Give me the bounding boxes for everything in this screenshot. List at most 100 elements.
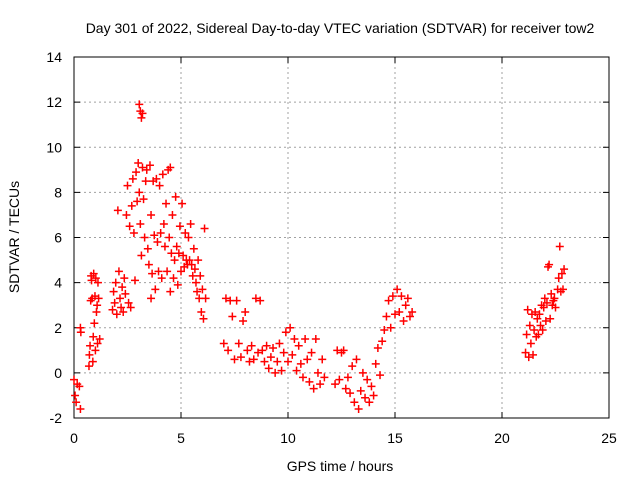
data-point: [134, 159, 143, 168]
data-point: [346, 389, 355, 398]
data-point: [153, 238, 162, 247]
data-point: [112, 310, 121, 319]
data-point: [129, 228, 138, 237]
x-axis-label: GPS time / hours: [287, 458, 394, 474]
data-point: [181, 228, 190, 237]
data-point: [339, 346, 348, 355]
data-point: [313, 368, 322, 377]
data-point: [194, 256, 203, 265]
data-point: [245, 357, 254, 366]
data-point: [523, 305, 532, 314]
data-point: [540, 294, 549, 303]
data-point: [91, 274, 100, 283]
data-point: [75, 382, 84, 391]
data-point: [393, 285, 402, 294]
data-point: [521, 348, 530, 357]
data-point: [361, 393, 370, 402]
data-point: [363, 375, 372, 384]
data-point: [132, 168, 141, 177]
data-point: [142, 165, 151, 174]
data-point: [534, 330, 543, 339]
data-point: [309, 384, 318, 393]
data-point: [230, 355, 239, 364]
data-point: [143, 244, 152, 253]
data-point: [307, 348, 316, 357]
data-point: [343, 373, 352, 382]
data-point: [200, 224, 209, 233]
data-point: [118, 283, 127, 292]
data-point: [199, 314, 208, 323]
y-axis-label: SDTVAR / TECUs: [6, 181, 22, 293]
data-point: [294, 341, 303, 350]
data-point: [292, 366, 301, 375]
data-point: [127, 201, 136, 210]
data-point: [126, 303, 135, 312]
data-point: [177, 267, 185, 276]
data-point: [89, 332, 98, 341]
data-point: [196, 271, 205, 280]
data-point: [179, 251, 188, 260]
data-point: [228, 312, 237, 321]
data-point: [139, 195, 148, 204]
data-point: [530, 326, 539, 335]
data-point: [403, 294, 412, 303]
data-point: [331, 380, 340, 389]
data-point: [275, 339, 284, 348]
x-tick-label: 10: [280, 430, 296, 446]
data-point: [71, 391, 80, 400]
data-point: [125, 222, 134, 231]
data-point: [371, 359, 380, 368]
data-point: [262, 341, 271, 350]
data-point: [545, 260, 554, 269]
data-point: [178, 199, 187, 208]
data-point: [531, 307, 540, 316]
data-point: [535, 310, 544, 319]
data-point: [116, 294, 125, 303]
data-point: [551, 303, 560, 312]
data-point: [122, 210, 131, 219]
data-point: [354, 404, 363, 413]
data-point: [114, 267, 123, 276]
data-point: [316, 380, 325, 389]
y-tick-label: 8: [54, 184, 62, 200]
data-point: [286, 323, 295, 332]
data-point: [135, 188, 144, 197]
data-point: [408, 307, 417, 316]
data-point: [224, 346, 233, 355]
data-point: [163, 267, 172, 276]
data-point: [171, 192, 180, 201]
data-point: [124, 298, 133, 307]
data-point: [111, 278, 120, 287]
data-point: [94, 294, 103, 303]
data-point: [168, 210, 177, 219]
data-point: [188, 271, 197, 280]
data-point: [298, 373, 307, 382]
data-point: [193, 287, 202, 296]
data-point: [76, 328, 85, 337]
data-point: [165, 233, 174, 242]
chart-title: Day 301 of 2022, Sidereal Day-to-day VTE…: [86, 20, 595, 36]
data-point: [243, 346, 252, 355]
data-point: [141, 177, 150, 186]
data-point: [277, 366, 286, 375]
data-point: [154, 267, 163, 276]
data-point: [221, 294, 230, 303]
data-point: [279, 348, 288, 357]
x-tick-label: 5: [177, 430, 185, 446]
y-tick-label: 14: [46, 49, 62, 65]
data-point: [70, 375, 78, 384]
data-point: [120, 274, 129, 283]
data-point: [547, 289, 556, 298]
data-point: [560, 265, 569, 274]
data-point: [247, 341, 256, 350]
data-point: [72, 398, 81, 407]
data-point: [130, 276, 139, 285]
data-point: [93, 278, 102, 287]
data-point: [147, 294, 156, 303]
data-point: [160, 242, 169, 251]
data-point: [156, 228, 165, 237]
data-point: [186, 219, 195, 228]
data-point: [350, 398, 359, 407]
data-point: [84, 362, 93, 371]
